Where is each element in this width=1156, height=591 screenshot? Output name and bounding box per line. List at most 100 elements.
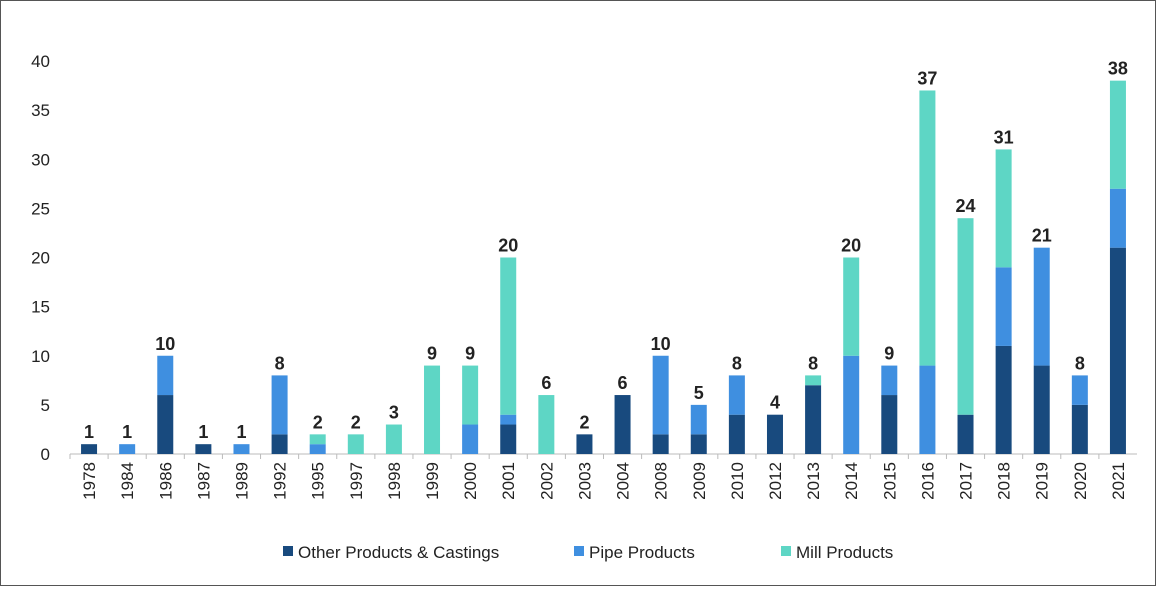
bar-segment <box>1109 247 1126 454</box>
y-tick-label: 20 <box>31 249 50 268</box>
bar-segment <box>157 395 174 454</box>
bar-segment <box>881 365 898 396</box>
bar-segment <box>843 355 860 454</box>
bar-segment <box>766 414 783 454</box>
bar-segment <box>1109 188 1126 248</box>
total-label: 9 <box>465 344 475 364</box>
bar-segment <box>1071 404 1088 454</box>
total-label: 10 <box>651 334 671 354</box>
bar-segment <box>81 444 98 454</box>
bar-segment <box>919 365 936 454</box>
total-label: 24 <box>956 196 976 216</box>
bar-segment <box>119 444 136 454</box>
bar-segment <box>462 365 479 425</box>
x-tick-label: 1989 <box>232 462 251 500</box>
bar-segment <box>805 385 822 454</box>
x-tick-label: 1978 <box>80 462 99 500</box>
bar-segment <box>919 90 936 366</box>
total-label: 9 <box>427 344 437 364</box>
bar-segment <box>271 375 288 435</box>
bar-segment <box>385 424 402 454</box>
total-label: 10 <box>155 334 175 354</box>
total-label: 6 <box>541 373 551 393</box>
bar-segment <box>843 257 860 356</box>
x-tick-label: 1984 <box>118 462 137 500</box>
bar-segment <box>500 257 517 415</box>
x-tick-label: 1999 <box>423 462 442 500</box>
x-tick-label: 1986 <box>156 462 175 500</box>
x-tick-label: 1995 <box>309 462 328 500</box>
total-label: 4 <box>770 393 780 413</box>
bar-segment <box>1033 365 1050 454</box>
bar-segment <box>309 444 326 454</box>
total-label: 31 <box>994 127 1014 147</box>
y-tick-label: 30 <box>31 150 50 169</box>
legend-swatch <box>283 546 293 556</box>
legend-swatch <box>574 546 584 556</box>
y-tick-label: 15 <box>31 298 50 317</box>
bar-segment <box>500 414 517 425</box>
legend-label: Other Products & Castings <box>298 543 499 562</box>
x-tick-label: 2004 <box>614 462 633 500</box>
total-label: 2 <box>351 412 361 432</box>
x-tick-label: 2010 <box>728 462 747 500</box>
bar-segment <box>728 375 745 415</box>
x-tick-label: 2002 <box>537 462 556 500</box>
y-tick-label: 10 <box>31 347 50 366</box>
bar-segment <box>805 375 822 386</box>
y-tick-label: 5 <box>41 396 50 415</box>
total-label: 2 <box>313 412 323 432</box>
legend-label: Mill Products <box>796 543 893 562</box>
bar-segment <box>1109 80 1126 189</box>
x-tick-label: 2001 <box>499 462 518 500</box>
x-tick-label: 2003 <box>575 462 594 500</box>
bar-segment <box>271 434 288 454</box>
x-tick-label: 2018 <box>995 462 1014 500</box>
bar-segment <box>500 424 517 454</box>
x-tick-label: 2009 <box>690 462 709 500</box>
y-tick-label: 35 <box>31 101 50 120</box>
total-label: 6 <box>618 373 628 393</box>
bar-segment <box>538 395 555 454</box>
x-tick-label: 2012 <box>766 462 785 500</box>
x-tick-label: 2014 <box>842 462 861 500</box>
total-label: 2 <box>579 412 589 432</box>
total-label: 8 <box>808 353 818 373</box>
x-tick-label: 2013 <box>804 462 823 500</box>
total-label: 1 <box>198 422 208 442</box>
total-label: 37 <box>917 68 937 88</box>
total-label: 1 <box>122 422 132 442</box>
bar-segment <box>690 404 707 435</box>
x-tick-label: 2000 <box>461 462 480 500</box>
total-label: 8 <box>1075 353 1085 373</box>
bar-segment <box>957 218 974 415</box>
total-label: 8 <box>732 353 742 373</box>
bar-segment <box>881 395 898 454</box>
bar-segment <box>462 424 479 454</box>
bar-segment <box>995 345 1012 454</box>
bar-segment <box>995 267 1012 346</box>
y-tick-label: 25 <box>31 199 50 218</box>
x-tick-label: 2016 <box>918 462 937 500</box>
bar-segment <box>614 395 631 454</box>
legend-label: Pipe Products <box>589 543 695 562</box>
bar-segment <box>652 355 669 435</box>
x-tick-label: 2015 <box>880 462 899 500</box>
y-tick-label: 40 <box>31 52 50 71</box>
total-label: 20 <box>841 236 861 256</box>
bar-segment <box>309 434 326 445</box>
bar-segment <box>233 444 250 454</box>
bar-segment <box>995 149 1012 268</box>
x-tick-label: 2020 <box>1071 462 1090 500</box>
x-tick-label: 2008 <box>652 462 671 500</box>
bar-segment <box>1033 247 1050 366</box>
bar-segment <box>652 434 669 454</box>
x-tick-label: 1987 <box>194 462 213 500</box>
total-label: 8 <box>275 353 285 373</box>
total-label: 3 <box>389 403 399 423</box>
x-tick-label: 1992 <box>271 462 290 500</box>
total-label: 1 <box>236 422 246 442</box>
x-tick-label: 1997 <box>347 462 366 500</box>
total-label: 38 <box>1108 59 1128 79</box>
